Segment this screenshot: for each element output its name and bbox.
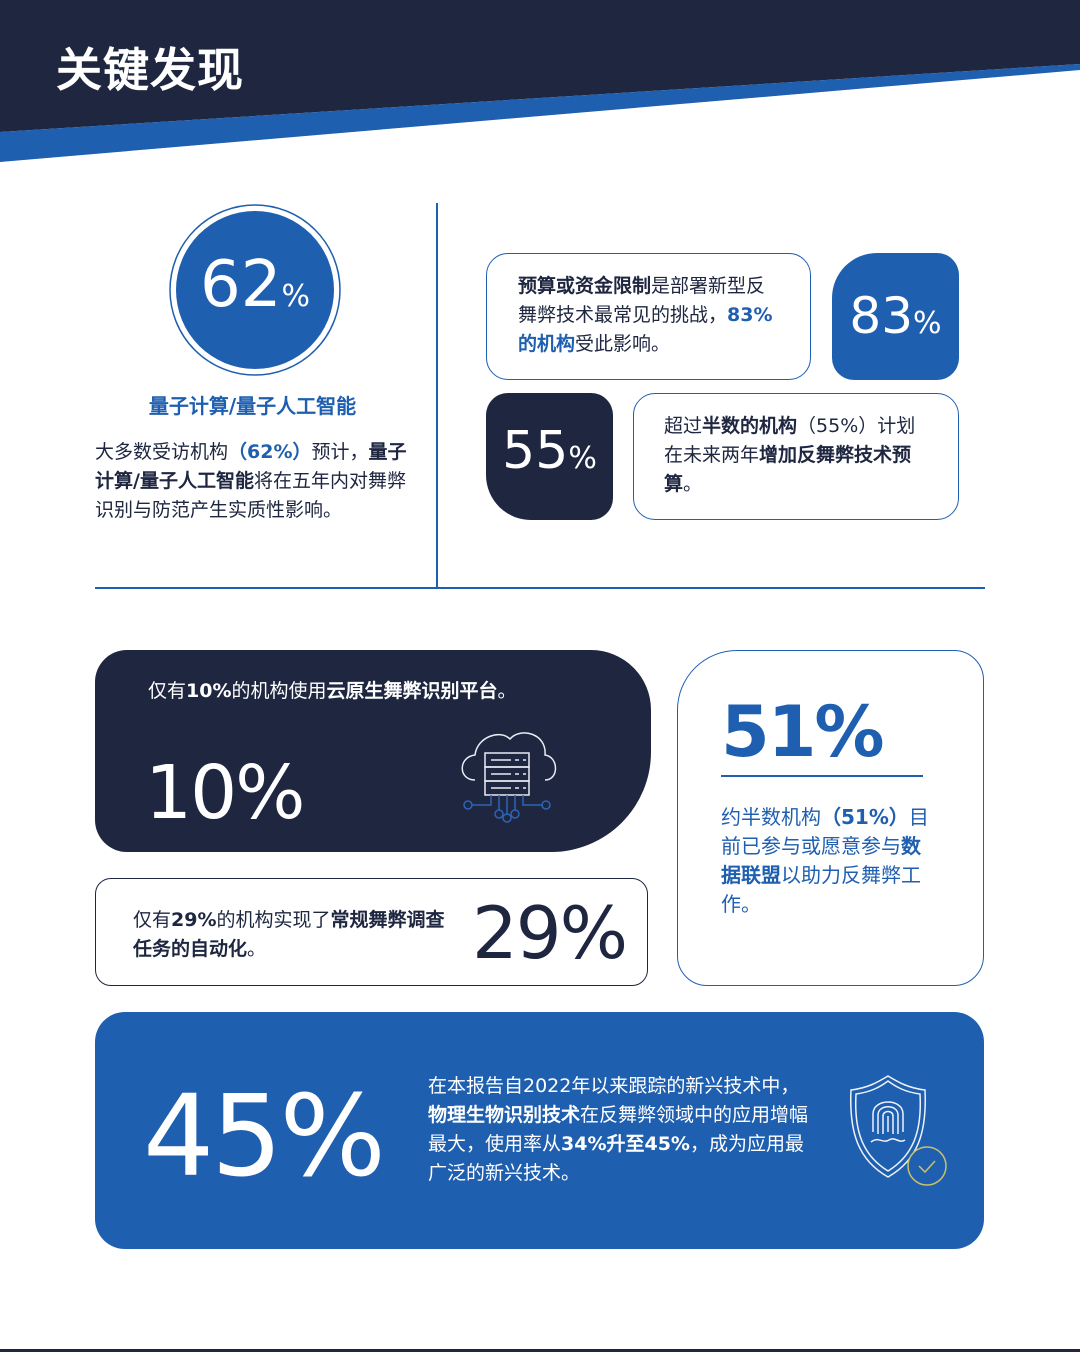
- stat-29: 29%: [472, 891, 628, 975]
- stat-10: 10%: [145, 750, 305, 836]
- bottom-border: [0, 1349, 1080, 1352]
- text-segment: 34%升至45%: [561, 1133, 690, 1155]
- quantum-text: 大多数受访机构（62%）预计，量子计算/量子人工智能将在五年内对舞弊识别与防范产…: [95, 438, 415, 525]
- automation-card: 仅有29%的机构实现了常规舞弊调查任务的自动化。 29%: [95, 878, 648, 986]
- text-segment: %: [568, 441, 597, 476]
- biometrics-text: 在本报告自2022年以来跟踪的新兴技术中， 物理生物识别技术在反舞弊领域中的应用增…: [428, 1072, 813, 1188]
- text-segment: 。: [247, 938, 267, 960]
- text-segment: 云原生舞弊识别平台: [326, 680, 498, 702]
- text-segment: 预计，: [311, 441, 369, 463]
- text-segment: 的机构实现了: [216, 909, 331, 931]
- text-segment: 仅有: [148, 680, 187, 702]
- text-segment: 数据联盟: [721, 834, 921, 887]
- text-segment: 物理生物识别技术: [428, 1104, 581, 1126]
- text-segment: 在反舞弊领域中的应用增幅最大，使用率从: [428, 1104, 809, 1155]
- text-segment: 10%: [186, 680, 232, 702]
- text-segment: 83%的机构: [518, 304, 773, 355]
- page-title: 关键发现: [56, 43, 244, 97]
- text-segment: 预算或资金限制: [518, 275, 652, 297]
- stat-51: 51%: [721, 691, 885, 773]
- text-segment: （62%）: [228, 441, 312, 463]
- text-segment: ，成为应用最广泛的新兴技术。: [428, 1133, 804, 1184]
- text-segment: 。: [497, 680, 517, 702]
- quantum-label: 量子计算/量子人工智能: [148, 394, 357, 418]
- vertical-divider: [436, 203, 438, 588]
- header-banner: [0, 0, 1080, 162]
- text-segment: 超过: [664, 415, 703, 437]
- text-segment: 常规舞弊调查任务的自动化: [133, 909, 445, 960]
- text-segment: （55%）计划在未来两年: [664, 415, 916, 466]
- text-segment: 的机构使用: [231, 680, 327, 702]
- text-segment: 目前已参与或愿意参与: [721, 805, 929, 858]
- cloud-card: 仅有10%的机构使用云原生舞弊识别平台。 10%: [95, 650, 651, 852]
- stat-45: 45%: [143, 1072, 386, 1202]
- text-segment: 。: [683, 473, 703, 495]
- text-segment: 29%: [171, 909, 217, 931]
- increase-card: 超过半数的机构（55%）计划在未来两年增加反舞弊技术预算。: [633, 393, 959, 520]
- text-segment: 是部署新型反舞弊技术最常见的挑战，: [518, 275, 766, 326]
- consortium-text: 约半数机构（51%）目前已参与或愿意参与数据联盟以助力反舞弊工作。: [721, 803, 936, 919]
- text-segment: 量子计算/量子人工智能: [95, 441, 407, 492]
- text-segment: 增加反舞弊技术预算: [664, 444, 912, 495]
- fingerprint-shield-icon: [849, 1075, 947, 1186]
- horizontal-divider: [95, 587, 985, 589]
- text-segment: 仅有: [133, 909, 172, 931]
- stat-circle-62: [169, 204, 341, 376]
- text-segment: 大多数受访机构: [95, 441, 229, 463]
- text-segment: 83: [849, 287, 914, 345]
- stat-unit: %: [281, 279, 310, 314]
- stat-83: 83%: [832, 253, 959, 380]
- text-segment: （51%）: [821, 805, 909, 829]
- budget-card: 预算或资金限制是部署新型反舞弊技术最常见的挑战，83%的机构受此影响。: [486, 253, 811, 380]
- text-segment: 在本报告自2022年以来跟踪的新兴技术中，: [428, 1075, 800, 1097]
- text-segment: 55: [502, 421, 569, 481]
- text-segment: %: [913, 306, 942, 341]
- cloud-server-icon: [461, 732, 557, 823]
- text-segment: 将在五年内对舞弊识别与防范产生实质性影响。: [95, 470, 406, 521]
- text-segment: 受此影响。: [575, 333, 671, 355]
- stat-55: 55%: [486, 393, 613, 520]
- automation-text: 仅有29%的机构实现了常规舞弊调查任务的自动化。: [133, 906, 453, 964]
- text-segment: 以助力反舞弊工作。: [721, 863, 921, 916]
- cloud-text: 仅有10%的机构使用云原生舞弊识别平台。: [148, 677, 517, 706]
- stat-value: 62: [200, 248, 282, 322]
- stat-underline: [721, 775, 923, 777]
- stat-62: 62%: [165, 248, 345, 322]
- consortium-card: 51% 约半数机构（51%）目前已参与或愿意参与数据联盟以助力反舞弊工作。: [677, 650, 984, 986]
- text-segment: 约半数机构: [721, 805, 821, 829]
- text-segment: 半数的机构: [702, 415, 798, 437]
- biometrics-card: 45% 在本报告自2022年以来跟踪的新兴技术中， 物理生物识别技术在反舞弊领域中…: [95, 1012, 984, 1249]
